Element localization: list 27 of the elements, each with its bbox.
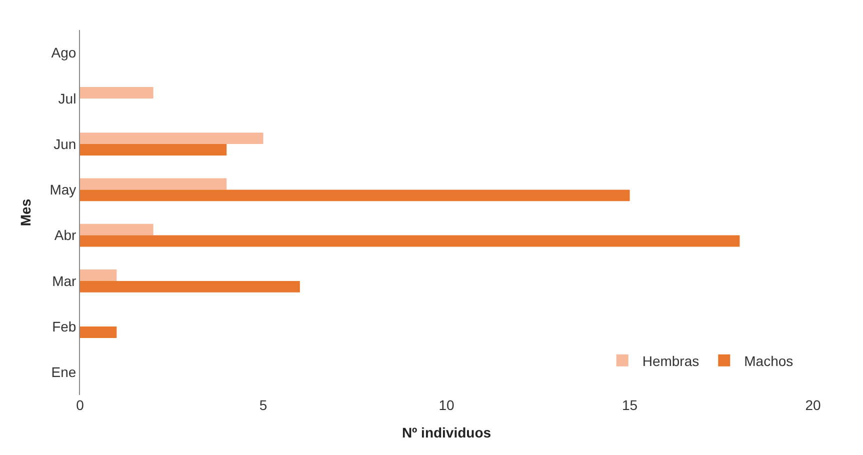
legend-label: Hembras [642,352,700,369]
x-tick-label: 15 [622,397,638,413]
y-tick-label: Feb [52,318,76,334]
bar [80,178,227,190]
y-tick-label: Abr [54,227,77,244]
bar [80,235,740,247]
bar [80,326,117,338]
bar [80,144,227,156]
bar [80,87,154,98]
legend-label: Machos [744,352,794,369]
x-axis-title: Nº individuos [402,424,492,440]
x-tick-label: 0 [76,397,84,413]
y-tick-label: Ago [51,44,76,61]
y-tick-label: May [50,182,76,198]
y-tick-label: Ene [51,364,76,380]
x-tick-label: 10 [438,397,454,413]
x-tick-label: 5 [259,397,268,413]
y-tick-label: Jun [54,136,76,152]
bar [80,224,154,236]
bar [80,270,117,281]
bar [80,190,630,202]
bar [80,132,264,144]
y-tick-label: Mar [52,272,77,289]
bar [80,280,300,292]
y-tick-label: Jul [58,90,76,106]
x-tick-label: 20 [805,397,821,413]
y-axis-title: Mes [17,198,34,226]
